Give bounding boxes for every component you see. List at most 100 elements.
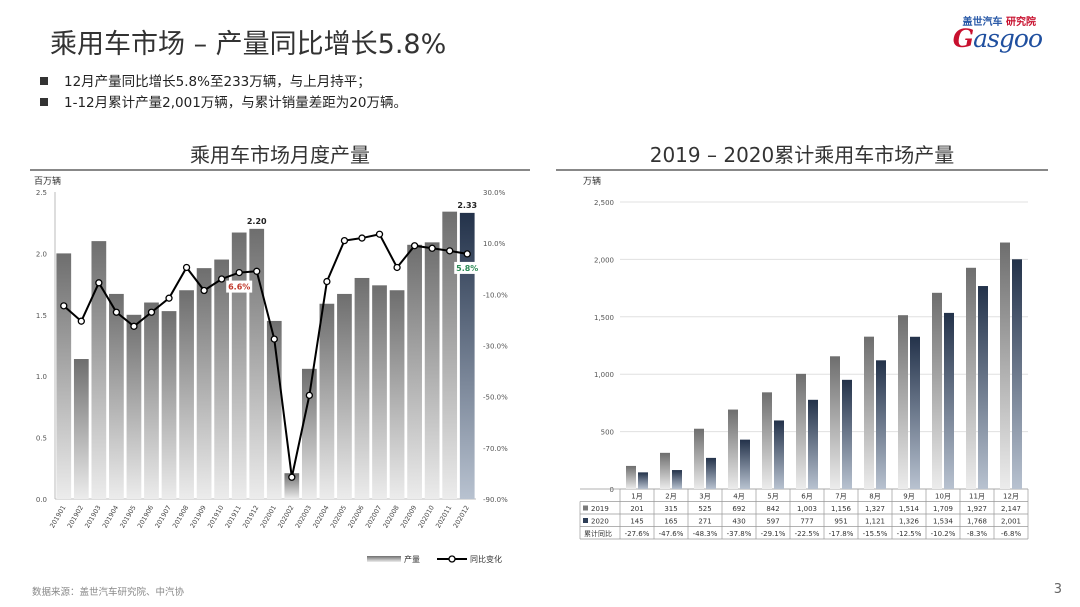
production-bar <box>144 302 159 499</box>
left-chart: 百万辆 0.0 0.5 1.0 1.5 2.0 2.5 30.0% 10.0% -10.0% -30… <box>34 175 508 564</box>
legend-bar-swatch <box>367 556 401 562</box>
table-cell-yoy: -29.1% <box>761 530 786 538</box>
table-cell-2019: 2,147 <box>1001 505 1021 513</box>
bar-2019 <box>898 315 908 489</box>
yoy-marker <box>77 317 85 325</box>
production-bar <box>354 277 370 499</box>
yoy-marker <box>200 286 208 295</box>
bar-2020 <box>910 336 920 489</box>
right-y-tick-label: 1,500 <box>594 314 614 322</box>
left-y-tick-label: 1.5 <box>36 312 47 320</box>
yoy-marker <box>60 302 68 310</box>
production-bar <box>459 212 475 499</box>
table-cell-yoy: -27.6% <box>625 530 650 538</box>
right-x-tick-label: 6月 <box>801 493 812 501</box>
legend-line-marker <box>448 555 456 563</box>
right-x-tick-label: 2月 <box>665 493 676 501</box>
yoy-marker <box>235 268 243 277</box>
table-cell-yoy: -48.3% <box>693 530 718 538</box>
table-cell-2019: 842 <box>766 505 779 513</box>
right-x-tick-label: 4月 <box>733 493 744 501</box>
right-title-rule <box>556 169 1048 171</box>
bar-2019 <box>966 267 976 489</box>
yoy-marker <box>410 242 419 250</box>
table-row-header: 2020 <box>591 518 609 526</box>
table-cell-2019: 1,003 <box>797 505 817 513</box>
right-x-tick-label: 1月 <box>631 493 642 501</box>
bar-2020 <box>774 420 784 489</box>
production-bar <box>301 368 317 499</box>
right-x-tick-label: 11月 <box>969 493 985 501</box>
legend-line-label: 同比变化 <box>470 554 502 564</box>
table-cell-2019: 1,927 <box>967 505 987 513</box>
table-row-header: 2019 <box>591 505 609 513</box>
bar-2019 <box>762 392 772 489</box>
production-bar <box>284 473 300 499</box>
table-row-header: 累计同比 <box>584 529 612 538</box>
yoy-marker <box>253 267 261 275</box>
yoy-marker <box>305 391 314 400</box>
left-y-tick-label: 2.5 <box>36 189 47 197</box>
right-x-tick-label: 9月 <box>903 493 914 501</box>
legend-bar-label: 产量 <box>404 554 420 564</box>
production-bar <box>319 303 335 499</box>
yoy-change-line <box>63 233 468 478</box>
yoy-marker <box>375 230 384 238</box>
production-bar <box>91 241 107 499</box>
table-cell-2020: 777 <box>800 518 813 526</box>
production-bar <box>407 244 422 499</box>
right-x-tick-label: 12月 <box>1003 493 1019 501</box>
bar-2019 <box>694 428 704 489</box>
table-cell-2020: 1,534 <box>933 518 954 526</box>
right-y-tick-label: 2,000 <box>594 256 614 264</box>
table-cell-2020: 1,326 <box>899 518 920 526</box>
table-cell-2019: 525 <box>698 505 711 513</box>
yoy-marker <box>463 250 471 258</box>
page-title: 乘用车市场 – 产量同比增长5.8% <box>50 29 447 60</box>
table-cell-2019: 1,709 <box>933 505 953 513</box>
yoy-marker <box>112 308 121 316</box>
production-bar <box>109 293 124 499</box>
production-bar <box>73 359 89 499</box>
bar-value-label: 2.33 <box>457 201 477 210</box>
bar-2020 <box>638 472 648 489</box>
yoy-value-label: 6.6% <box>228 283 250 292</box>
table-cell-2019: 1,514 <box>899 505 920 513</box>
yoy-marker <box>147 308 156 316</box>
table-cell-2020: 2,001 <box>1001 518 1021 526</box>
production-bar <box>179 290 194 499</box>
production-bar <box>337 293 352 499</box>
bar-2020 <box>672 470 682 489</box>
yoy-marker <box>130 322 138 330</box>
bar-2019 <box>830 356 840 489</box>
yoy-marker <box>217 275 226 283</box>
left-y-tick-label: 0.5 <box>36 435 47 443</box>
table-cell-2020: 145 <box>630 518 643 526</box>
table-cell-2019: 315 <box>664 505 677 513</box>
right-chart-title: 2019 – 2020累计乘用车市场产量 <box>649 143 955 167</box>
left-chart-title: 乘用车市场月度产量 <box>190 143 370 167</box>
table-cell-2020: 430 <box>732 518 745 526</box>
yoy-value-label: 5.8% <box>456 264 478 273</box>
production-bar <box>389 290 405 499</box>
production-bar <box>249 228 265 499</box>
bar-2020 <box>706 457 716 489</box>
table-swatch-2020 <box>583 518 588 523</box>
table-cell-yoy: -12.5% <box>897 530 922 538</box>
yoy-marker <box>288 473 296 481</box>
left-y-axis-label: 百万辆 <box>34 175 61 187</box>
bar-2020 <box>842 379 852 489</box>
left-y2-tick-label: 10.0% <box>483 240 506 248</box>
table-cell-2020: 1,768 <box>967 518 987 526</box>
production-bar <box>56 253 72 499</box>
left-y2-tick-label: -30.0% <box>483 343 508 351</box>
table-cell-yoy: -6.8% <box>1001 530 1022 538</box>
table-cell-2019: 201 <box>630 505 643 513</box>
right-y-axis-label: 万辆 <box>583 175 601 187</box>
bar-2019 <box>1000 242 1010 489</box>
bar-2020 <box>740 439 750 489</box>
yoy-marker <box>340 236 349 245</box>
right-x-tick-label: 10月 <box>935 493 951 501</box>
bullet-square-icon <box>40 98 48 106</box>
table-cell-yoy: -22.5% <box>795 530 820 538</box>
